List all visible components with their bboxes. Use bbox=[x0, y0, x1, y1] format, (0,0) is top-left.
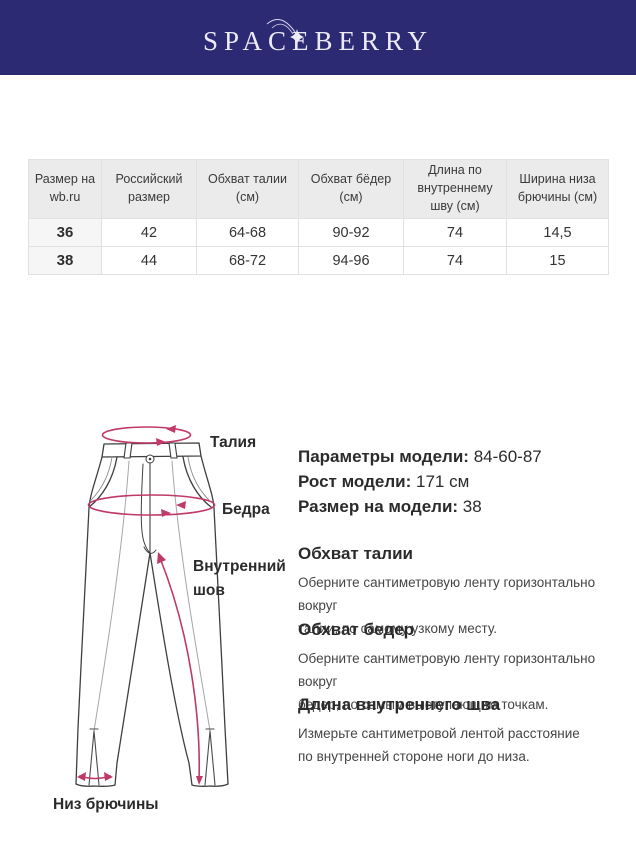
col-header-waist: Обхват талии (см) bbox=[196, 159, 299, 219]
model-height-label: Рост модели: bbox=[298, 472, 412, 491]
model-size-line: Размер на модели: 38 bbox=[298, 494, 618, 519]
model-size-label: Размер на модели: bbox=[298, 497, 459, 516]
table-row-size-38: 38 44 68-72 94-96 74 15 bbox=[28, 246, 609, 275]
comet-star-icon bbox=[266, 19, 304, 45]
model-params-label: Параметры модели: bbox=[298, 447, 469, 466]
table-row-size-36: 36 42 64-68 90-92 74 14,5 bbox=[28, 218, 609, 247]
diagram-label-waist: Талия bbox=[210, 434, 257, 451]
guide-section-waist: Обхват талии Оберните сантиметровую лент… bbox=[298, 543, 610, 640]
model-params-line: Параметры модели: 84-60-87 bbox=[298, 444, 618, 469]
diagram-label-hips: Бедра bbox=[222, 501, 270, 518]
cell-waist: 68-72 bbox=[196, 246, 299, 275]
cell-hips: 94-96 bbox=[298, 246, 404, 275]
cell-ru-size: 44 bbox=[101, 246, 197, 275]
brand-logo: SPACEBERRY bbox=[202, 26, 434, 56]
guide-section-inseam: Длина внутреннего шва Измерьте сантиметр… bbox=[298, 694, 610, 768]
col-header-hips: Обхват бёдер (см) bbox=[298, 159, 404, 219]
model-params-value: 84-60-87 bbox=[473, 447, 542, 466]
col-header-inseam-length: Длина по внутреннему шву (см) bbox=[403, 159, 507, 219]
model-height-line: Рост модели: 171 см bbox=[298, 469, 618, 494]
guide-title-hips: Обхват бедер bbox=[298, 620, 415, 639]
diagram-label-hem: Низ брючины bbox=[53, 796, 159, 813]
cell-hips: 90-92 bbox=[298, 218, 404, 247]
size-table-header-row: Размер на wb.ru Российский размер Обхват… bbox=[28, 159, 609, 219]
cell-wb-size: 36 bbox=[28, 218, 102, 247]
cell-waist: 64-68 bbox=[196, 218, 299, 247]
cell-hem-width: 14,5 bbox=[506, 218, 609, 247]
size-table: Размер на wb.ru Российский размер Обхват… bbox=[28, 159, 609, 275]
guide-title-inseam: Длина внутреннего шва bbox=[298, 695, 501, 714]
guide-title-waist: Обхват талии bbox=[298, 544, 413, 563]
cell-wb-size: 38 bbox=[28, 246, 102, 275]
cell-hem-width: 15 bbox=[506, 246, 609, 275]
col-header-ru-size: Российский размер bbox=[101, 159, 197, 219]
col-header-hem-width: Ширина низа брючины (см) bbox=[506, 159, 609, 219]
guide-text-hips: Оберните сантиметровую ленту горизонталь… bbox=[298, 651, 596, 712]
model-height-value: 171 см bbox=[415, 472, 470, 491]
guide-section-hips: Обхват бедер Оберните сантиметровую лент… bbox=[298, 619, 610, 716]
cell-inseam-length: 74 bbox=[403, 246, 507, 275]
cell-inseam-length: 74 bbox=[403, 218, 507, 247]
trousers-diagram-illustration bbox=[75, 425, 229, 787]
model-info-block: Параметры модели: 84-60-87 Рост модели: … bbox=[298, 444, 618, 519]
brand-header-bar: SPACEBERRY bbox=[0, 0, 636, 75]
guide-text-waist: Оберните сантиметровую ленту горизонталь… bbox=[298, 575, 596, 636]
col-header-wb-size: Размер на wb.ru bbox=[28, 159, 102, 219]
model-size-value: 38 bbox=[462, 497, 482, 516]
diagram-label-inseam: Внутренний шов bbox=[193, 558, 286, 599]
cell-ru-size: 42 bbox=[101, 218, 197, 247]
guide-text-inseam: Измерьте сантиметровой лентой расстояние… bbox=[298, 726, 580, 764]
